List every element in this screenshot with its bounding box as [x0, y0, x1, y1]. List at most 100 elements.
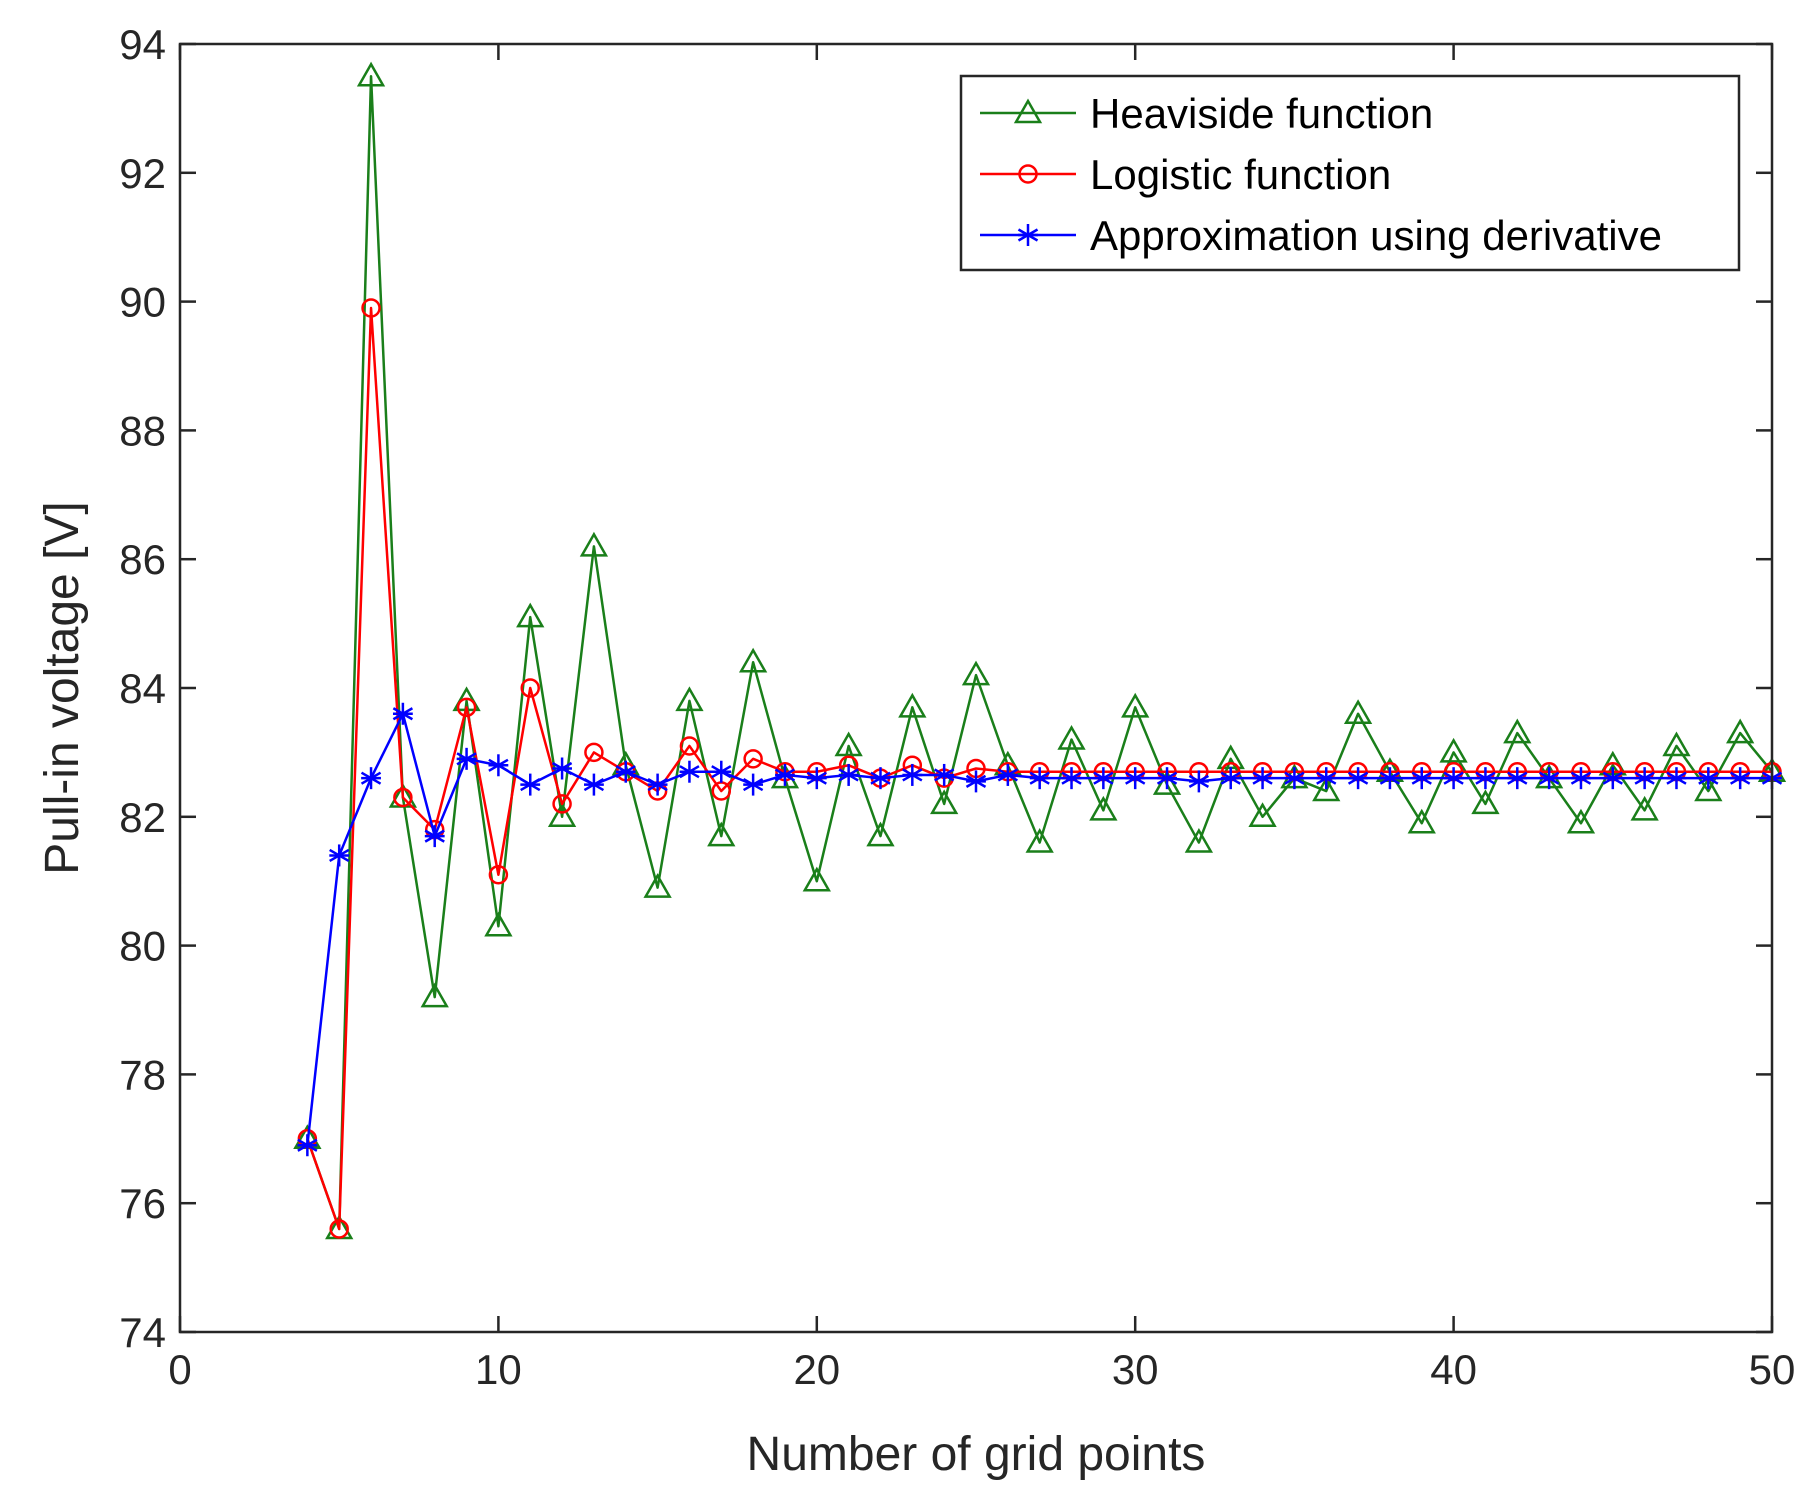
data-point-approximation-using-derivative [1698, 767, 1719, 790]
data-point-approximation-using-derivative [1507, 767, 1528, 790]
data-point-approximation-using-derivative [1347, 767, 1369, 790]
data-point-approximation-using-derivative [297, 1134, 318, 1157]
legend-label: Approximation using derivative [1090, 212, 1662, 259]
data-point-logistic-function [329, 1219, 349, 1239]
legend-items: Heaviside function Logistic function Appro… [980, 90, 1662, 259]
data-point-approximation-using-derivative [1538, 767, 1560, 790]
data-point-approximation-using-derivative [774, 763, 796, 786]
data-point-approximation-using-derivative [647, 773, 668, 796]
data-point-heaviside-function [675, 686, 704, 712]
data-point-approximation-using-derivative [1634, 767, 1655, 790]
legend-label: Heaviside function [1090, 90, 1433, 137]
data-point-approximation-using-derivative [1316, 767, 1337, 790]
data-point-approximation-using-derivative [424, 825, 445, 848]
data-point-heaviside-function [1025, 828, 1054, 853]
data-point-approximation-using-derivative [1443, 767, 1464, 790]
x-tick-label: 20 [793, 1346, 840, 1393]
data-point-heaviside-function [738, 647, 768, 673]
legend-label: Logistic function [1090, 151, 1391, 198]
data-point-heaviside-function [1089, 795, 1118, 821]
data-point-approximation-using-derivative [329, 844, 350, 867]
data-point-heaviside-function [1312, 776, 1341, 802]
data-point-heaviside-function [898, 692, 927, 718]
data-point-approximation-using-derivative [1125, 767, 1146, 790]
data-point-logistic-function [552, 794, 572, 814]
data-point-heaviside-function [930, 789, 959, 815]
x-tick-label: 40 [1430, 1346, 1477, 1393]
data-point-heaviside-function [1694, 776, 1723, 802]
data-point-approximation-using-derivative [1252, 767, 1273, 790]
y-tick-label: 90 [119, 279, 166, 326]
x-tick-label: 50 [1749, 1346, 1796, 1393]
legend-swatch-marker [1013, 98, 1043, 124]
series-layer [293, 61, 1787, 1240]
data-point-heaviside-function [1184, 828, 1214, 853]
data-point-heaviside-function [1343, 699, 1373, 725]
data-point-approximation-using-derivative [1666, 767, 1687, 790]
data-point-approximation-using-derivative [902, 763, 923, 786]
data-point-heaviside-function [1503, 718, 1532, 744]
y-axis-title: Pull-in voltage [V] [36, 501, 89, 875]
data-point-heaviside-function [1248, 802, 1277, 828]
y-tick-label: 78 [119, 1051, 166, 1098]
ticks-layer: 0 10 20 30 40 50 74 76 78 80 82 84 86 88 90 92 94 [119, 21, 1795, 1393]
data-point-logistic-function [520, 678, 540, 698]
legend-entry-logistic-function: Logistic function [980, 151, 1391, 198]
data-point-approximation-using-derivative [838, 763, 859, 786]
data-point-logistic-function [743, 749, 763, 769]
data-point-approximation-using-derivative [1220, 767, 1241, 790]
y-tick-label: 76 [119, 1180, 166, 1227]
data-point-heaviside-function [1662, 731, 1691, 757]
y-tick-label: 92 [119, 150, 166, 197]
data-point-approximation-using-derivative [583, 773, 605, 796]
y-tick-label: 88 [119, 407, 166, 454]
data-point-approximation-using-derivative [1029, 767, 1050, 790]
data-point-approximation-using-derivative [1188, 770, 1210, 793]
data-point-approximation-using-derivative [1284, 767, 1305, 790]
data-point-heaviside-function [1152, 770, 1182, 795]
data-point-logistic-function [393, 787, 413, 808]
x-tick-label: 10 [475, 1346, 522, 1393]
data-point-approximation-using-derivative [1475, 767, 1496, 790]
data-point-approximation-using-derivative [551, 757, 573, 780]
data-point-approximation-using-derivative [1156, 767, 1178, 790]
data-point-approximation-using-derivative [870, 767, 891, 790]
data-point-heaviside-function [484, 911, 513, 937]
data-point-heaviside-function [579, 531, 609, 557]
data-point-heaviside-function [547, 802, 577, 828]
data-point-approximation-using-derivative [520, 773, 541, 796]
data-point-heaviside-function [420, 982, 449, 1008]
x-axis-title: Number of grid points [747, 1428, 1206, 1481]
data-point-approximation-using-derivative [806, 767, 827, 790]
data-point-heaviside-function [1121, 692, 1150, 718]
legend-box [959, 74, 1741, 272]
data-point-heaviside-function [707, 821, 736, 847]
legend-swatch-marker [1017, 224, 1039, 246]
data-point-approximation-using-derivative [711, 760, 732, 783]
legend: Heaviside function Logistic function Appro… [959, 74, 1741, 272]
data-point-approximation-using-derivative [679, 760, 700, 783]
data-point-heaviside-function [1471, 789, 1500, 815]
legend-entry-approximation-using-derivative: Approximation using derivative [980, 212, 1662, 259]
x-tick-label: 30 [1112, 1346, 1159, 1393]
data-point-approximation-using-derivative [1602, 767, 1623, 790]
data-point-heaviside-function [1630, 795, 1659, 821]
y-tick-label: 94 [119, 21, 166, 68]
data-point-heaviside-function [961, 660, 991, 686]
y-tick-label: 82 [119, 794, 166, 841]
data-point-approximation-using-derivative [1093, 767, 1114, 790]
data-point-approximation-using-derivative [1061, 767, 1082, 790]
data-point-logistic-function [488, 865, 509, 885]
data-point-heaviside-function [1407, 808, 1436, 834]
series-approximation-using-derivative [297, 702, 1783, 1157]
data-point-approximation-using-derivative [742, 773, 764, 796]
legend-swatch-marker [1018, 164, 1038, 184]
data-point-heaviside-function [516, 602, 545, 628]
data-point-approximation-using-derivative [360, 767, 382, 790]
data-point-approximation-using-derivative [934, 763, 955, 786]
data-point-heaviside-function [356, 61, 386, 87]
y-tick-label: 74 [119, 1309, 166, 1356]
y-tick-label: 84 [119, 665, 166, 712]
